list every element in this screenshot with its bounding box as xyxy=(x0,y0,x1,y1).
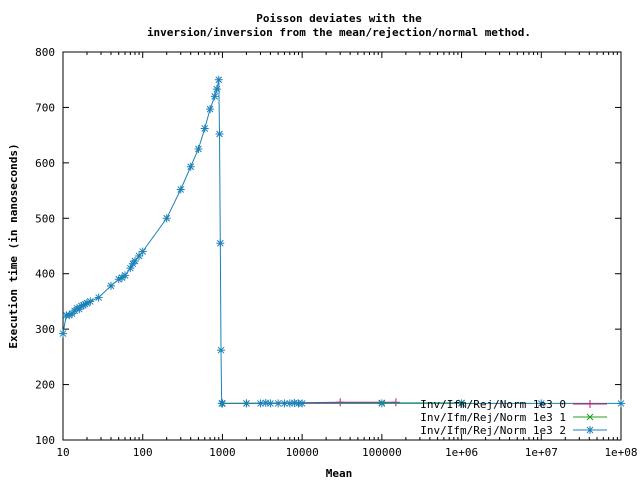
data-point xyxy=(106,281,115,290)
data-point xyxy=(212,85,221,94)
data-point xyxy=(617,399,625,408)
chart-title-line-1: Poisson deviates with the xyxy=(256,12,422,25)
data-point xyxy=(216,239,225,248)
data-point xyxy=(130,256,139,265)
plot-frame xyxy=(62,51,622,441)
data-point xyxy=(206,105,215,114)
data-point xyxy=(242,399,251,408)
data-point xyxy=(215,130,224,139)
x-tick-label: 1e+07 xyxy=(525,446,558,459)
data-point xyxy=(59,329,67,338)
data-point xyxy=(218,399,227,408)
legend-label: Inv/Ifm/Rej/Norm 1e3 1 xyxy=(420,411,566,424)
data-point xyxy=(162,214,171,223)
data-point xyxy=(290,398,299,407)
data-point xyxy=(135,251,144,260)
legend-marker xyxy=(586,400,594,408)
data-point xyxy=(186,162,195,171)
data-point xyxy=(121,271,130,280)
series-layer xyxy=(59,75,625,408)
legend-label: Inv/Ifm/Rej/Norm 1e3 0 xyxy=(420,398,566,411)
data-point xyxy=(391,398,400,407)
series-2 xyxy=(59,75,625,408)
legend-marker xyxy=(586,413,594,421)
data-point xyxy=(200,124,209,133)
data-point xyxy=(94,293,103,302)
data-point xyxy=(457,399,466,408)
data-point xyxy=(176,185,185,194)
data-point xyxy=(298,399,307,408)
x-tick-label: 1000 xyxy=(209,446,236,459)
y-axis-label: Execution time (in nanoseconds) xyxy=(7,143,20,348)
y-tick-label: 300 xyxy=(35,323,55,336)
data-point xyxy=(256,399,265,408)
legend-marker xyxy=(586,426,594,434)
x-axis: 10 100 1000 10000 100000 1e+06 1e+07 1e+08 xyxy=(56,52,638,459)
x-tick-label: 100 xyxy=(133,446,153,459)
data-point xyxy=(214,75,223,84)
chart-title-line-2: inversion/inversion from the mean/reject… xyxy=(147,26,531,39)
data-point xyxy=(377,399,386,408)
data-point xyxy=(86,297,95,306)
data-point xyxy=(138,247,147,256)
data-point xyxy=(336,398,345,407)
y-tick-label: 400 xyxy=(35,268,55,281)
y-tick-label: 700 xyxy=(35,101,55,114)
y-axis: 100 200 300 400 500 600 700 800 xyxy=(35,46,621,447)
y-tick-label: 200 xyxy=(35,379,55,392)
x-tick-label: 1e+06 xyxy=(445,446,478,459)
data-point xyxy=(537,399,546,408)
y-tick-label: 100 xyxy=(35,434,55,447)
x-axis-label: Mean xyxy=(326,467,353,480)
x-tick-label: 100000 xyxy=(362,446,402,459)
data-point xyxy=(194,145,203,153)
x-tick-label: 10000 xyxy=(286,446,319,459)
data-point xyxy=(266,399,275,408)
x-tick-label: 10 xyxy=(56,446,69,459)
data-point xyxy=(210,92,219,101)
x-tick-label: 1e+08 xyxy=(604,446,637,459)
legend-label: Inv/Ifm/Rej/Norm 1e3 2 xyxy=(420,424,566,437)
y-tick-label: 600 xyxy=(35,157,55,170)
data-point xyxy=(217,346,226,355)
y-tick-label: 800 xyxy=(35,46,55,59)
series-line xyxy=(62,79,621,404)
y-tick-label: 500 xyxy=(35,212,55,225)
